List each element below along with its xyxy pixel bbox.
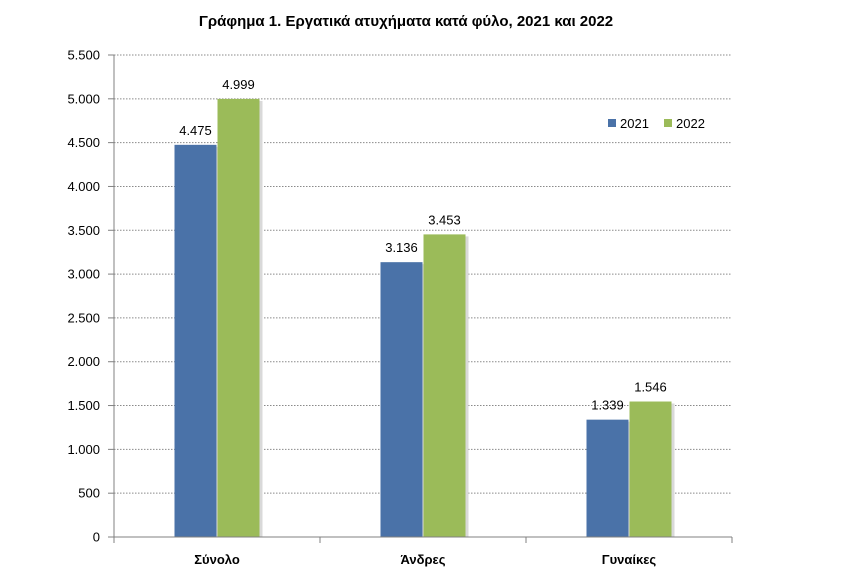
x-category-label: Σύνολο	[194, 552, 240, 567]
x-category-label: Άνδρες	[401, 552, 446, 567]
chart-title: Γράφημα 1. Εργατικά ατυχήματα κατά φύλο,…	[199, 13, 613, 30]
y-tick-label: 3.500	[67, 223, 100, 238]
legend: 2021 2022	[608, 116, 705, 131]
y-axis: 0 500 1.000 1.500 2.000 2.500 3.000 3.500 4.000 4…	[67, 48, 115, 545]
bar-2022-1	[217, 98, 260, 537]
legend-swatch-2022	[664, 119, 672, 127]
y-tick-label: 4.500	[67, 135, 100, 150]
y-tick-label: 1.500	[67, 398, 100, 413]
y-tick-label: 500	[78, 486, 100, 501]
y-tick-label: 3.000	[67, 267, 100, 282]
y-tick-label: 2.500	[67, 310, 100, 325]
data-label: 4.999	[222, 77, 255, 92]
data-label: 4.475	[179, 123, 212, 138]
data-label: 1.546	[634, 380, 667, 395]
y-tick-label: 0	[93, 530, 100, 545]
bar-2021-3	[586, 419, 629, 537]
x-category-label: Γυναίκες	[602, 552, 657, 567]
bar-2021-2	[380, 262, 423, 537]
legend-swatch-2021	[608, 119, 616, 127]
bar-2022-3	[629, 401, 672, 537]
bar-2021-1	[174, 144, 217, 537]
data-label: 3.453	[428, 212, 461, 227]
y-tick-label: 1.000	[67, 442, 100, 457]
x-axis: Σύνολο Άνδρες Γυναίκες	[113, 536, 733, 567]
y-tick-label: 2.000	[67, 354, 100, 369]
data-label: 1.339	[591, 398, 624, 413]
data-label: 3.136	[385, 240, 418, 255]
legend-label-2022: 2022	[676, 116, 705, 131]
y-tick-label: 5.000	[67, 91, 100, 106]
legend-label-2021: 2021	[620, 116, 649, 131]
y-tick-label: 4.000	[67, 179, 100, 194]
y-tick-label: 5.500	[67, 48, 100, 63]
bar-2022-2	[423, 234, 466, 537]
bars: 4.475 4.999 3.136 3.453 1.339 1.546	[174, 77, 675, 537]
